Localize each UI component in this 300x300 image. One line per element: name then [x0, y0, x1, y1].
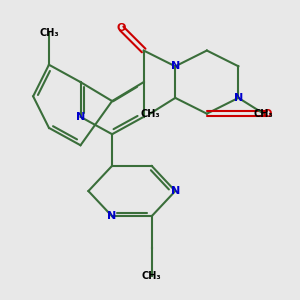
Text: N: N: [234, 93, 243, 103]
Text: O: O: [262, 109, 272, 119]
Text: CH₃: CH₃: [254, 109, 274, 119]
Text: N: N: [76, 112, 85, 122]
Text: O: O: [117, 23, 126, 33]
Text: CH₃: CH₃: [39, 28, 59, 38]
Text: N: N: [107, 211, 117, 221]
Text: CH₃: CH₃: [142, 271, 161, 281]
Text: CH₃: CH₃: [140, 109, 160, 119]
Text: N: N: [171, 186, 180, 196]
Text: N: N: [171, 61, 180, 71]
